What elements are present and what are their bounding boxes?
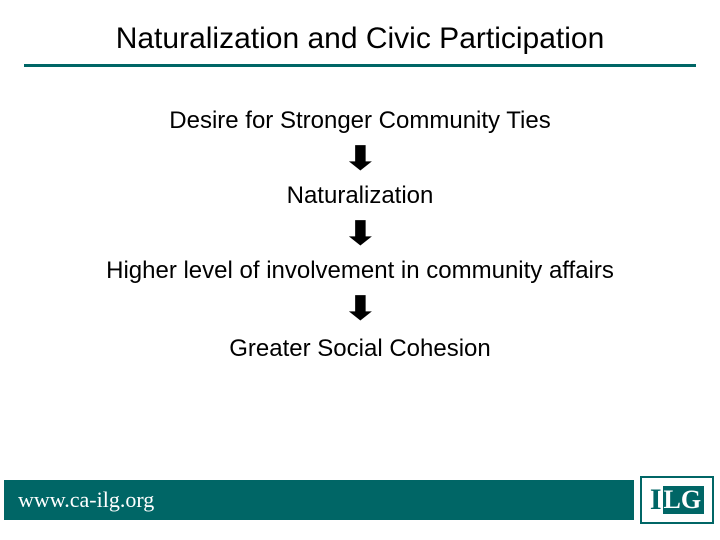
title-underline xyxy=(24,64,696,67)
down-arrow-icon: ⬇ xyxy=(0,288,720,330)
down-arrow-icon: ⬇ xyxy=(0,138,720,180)
footer-url: www.ca-ilg.org xyxy=(18,487,154,513)
down-arrow-icon: ⬇ xyxy=(0,213,720,255)
flow-step-4: Greater Social Cohesion xyxy=(0,332,720,366)
logo-letters-lg: LG xyxy=(664,485,702,514)
logo-lg-box: LG xyxy=(663,486,705,514)
slide: Naturalization and Civic Participation D… xyxy=(0,0,720,540)
logo: I LG xyxy=(640,476,714,524)
flow-diagram: Desire for Stronger Community Ties ⬇ Nat… xyxy=(0,92,720,365)
logo-letter-i: I xyxy=(650,485,662,515)
footer-bar: www.ca-ilg.org xyxy=(4,480,634,520)
slide-title: Naturalization and Civic Participation xyxy=(0,22,720,56)
flow-step-3: Higher level of involvement in community… xyxy=(0,254,720,288)
logo-inner: I LG xyxy=(650,485,704,515)
flow-step-1: Desire for Stronger Community Ties xyxy=(0,104,720,138)
flow-step-2: Naturalization xyxy=(0,179,720,213)
footer: www.ca-ilg.org I LG xyxy=(0,476,720,524)
